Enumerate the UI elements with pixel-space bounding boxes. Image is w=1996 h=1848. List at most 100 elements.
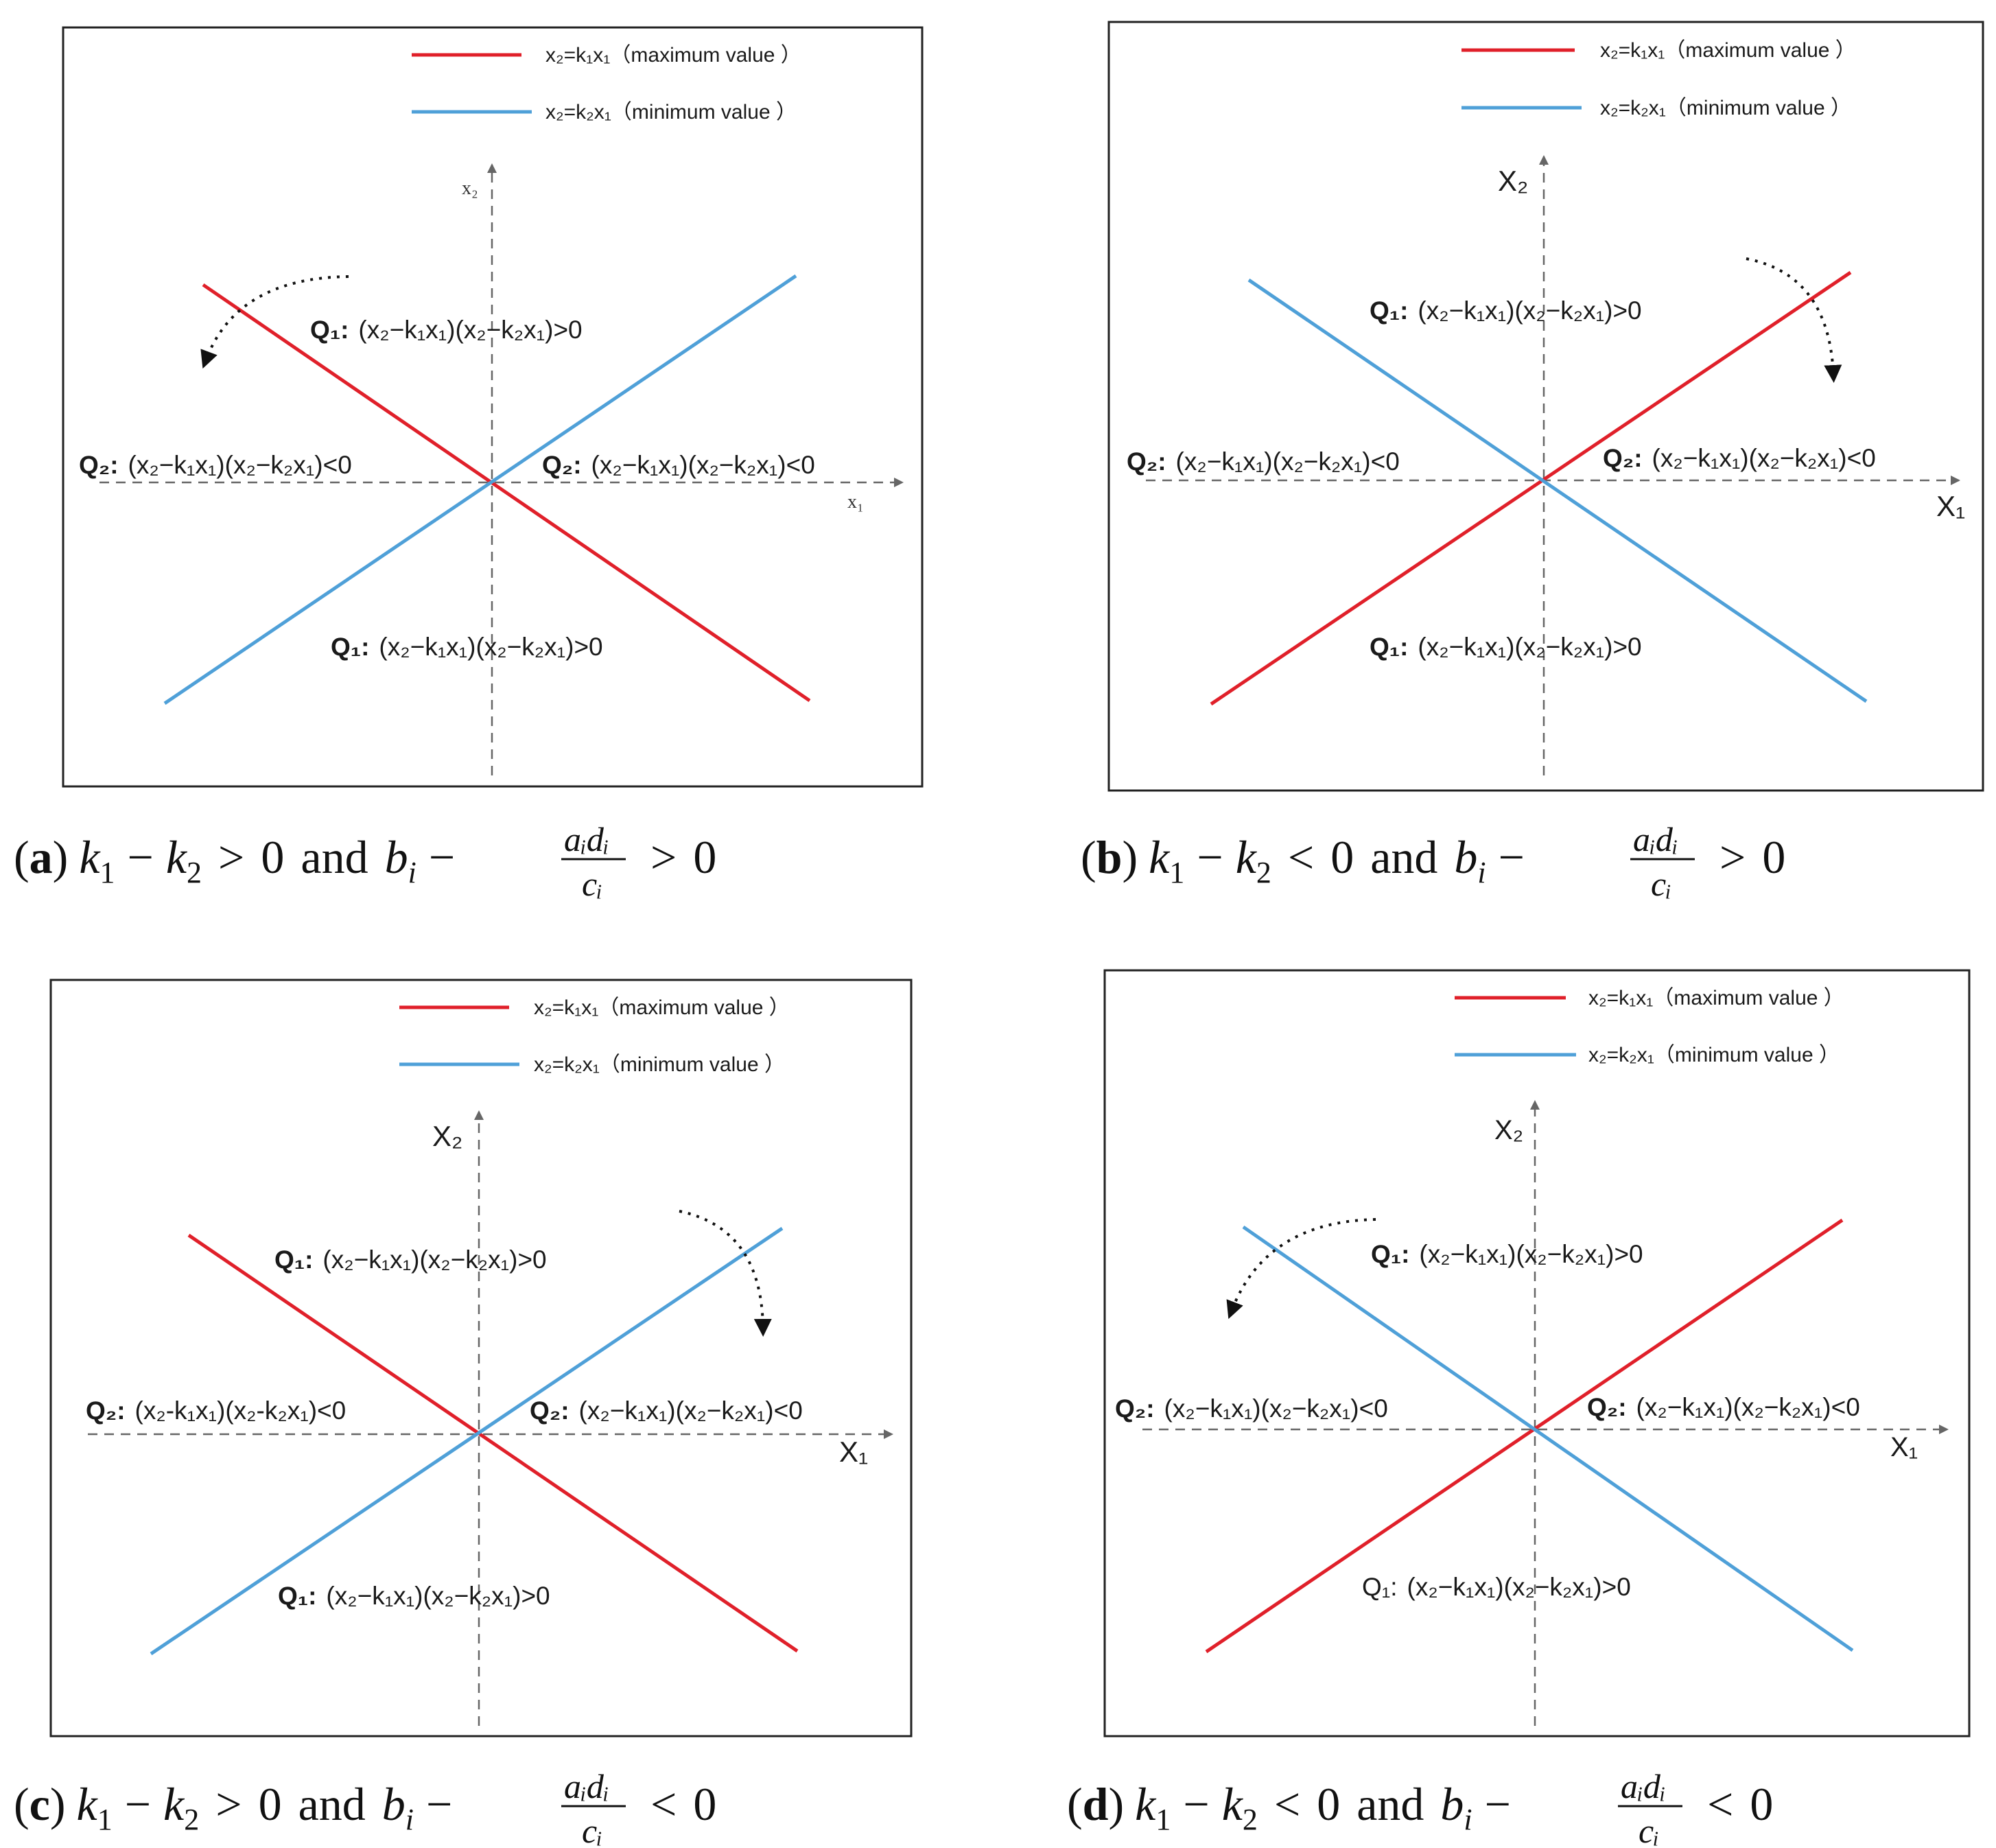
svg-text:Q₂:(x₂−k₁x₁)(x₂−k₂x₁)<0: Q₂: (x₂−k₁x₁)(x₂−k₂x₁)<0 [1603,444,1876,472]
rotation-arrow-cw [679,1210,772,1337]
rotation-arrow-ccw [200,275,349,369]
svg-text:Q₁:(x₂−k₁x₁)(x₂−k₂x₁)>0: Q₁: (x₂−k₁x₁)(x₂−k₂x₁)>0 [310,316,583,344]
caption-sign: > [650,831,677,883]
q1-label: Q₁: [1370,296,1408,325]
panel-frame [62,26,924,788]
caption-sign: < [650,1778,677,1830]
svg-text:Q₂:(x₂-k₁x₁)(x₂-k₂x₁)<0: Q₂: (x₂-k₁x₁)(x₂-k₂x₁)<0 [86,1396,346,1425]
q2-expression: (x₂−k₁x₁)(x₂−k₂x₁)<0 [128,451,352,479]
max-line [1205,1218,1844,1654]
panel-a: x₂=k₁x₁（maximum value ） x₂=k₂x₁（minimum … [62,26,924,788]
svg-text:Q₁:(x₂−k₁x₁)(x₂−k₂x₁)>0: Q₁: (x₂−k₁x₁)(x₂−k₂x₁)>0 [1371,1240,1643,1268]
q2-expression: (x₂−k₁x₁)(x₂−k₂x₁)<0 [1176,447,1400,476]
q2-expression: (x₂−k₁x₁)(x₂−k₂x₁)<0 [579,1396,803,1425]
min-line [1247,278,1868,703]
q1-expression: (x₂−k₁x₁)(x₂−k₂x₁)>0 [1418,296,1641,325]
y-axis-label: x₂ [462,178,478,199]
q1-expression: (x₂−k₁x₁)(x₂−k₂x₁)>0 [1419,1240,1643,1268]
svg-text:Q₂:(x₂−k₁x₁)(x₂−k₂x₁)<0: Q₂: (x₂−k₁x₁)(x₂−k₂x₁)<0 [1587,1393,1860,1421]
caption-letter: d [1083,1778,1109,1830]
panel-d: x₂=k₁x₁（maximum value ） x₂=k₂x₁（minimum … [1103,969,1971,1738]
x-axis-label: x₁ [847,491,864,513]
fraction-numerator: aᵢdᵢ [564,820,609,858]
q1-label: Q₁: [1370,633,1408,661]
fraction-numerator: aᵢdᵢ [1621,1767,1666,1805]
svg-text:Q₁:(x₂−k₁x₁)(x₂−k₂x₁)>0: Q₁: (x₂−k₁x₁)(x₂−k₂x₁)>0 [1362,1573,1631,1601]
caption-sign: < [1707,1778,1733,1830]
q1-label: Q₁: [331,633,369,661]
legend-min-label: x₂=k₂x₁（minimum value ） [1600,97,1851,119]
svg-text:<0: <0 [650,1778,716,1830]
q1-label: Q₁: [310,316,349,344]
q2-expression: (x₂−k₁x₁)(x₂−k₂x₁)<0 [1636,1393,1860,1421]
max-line [1210,270,1852,706]
caption-letter: c [30,1778,50,1830]
panel-c: x₂=k₁x₁（maximum value ） x₂=k₂x₁（minimum … [49,979,913,1738]
caption-relation: > [215,1778,242,1830]
svg-text:Q₂:(x₂−k₁x₁)(x₂−k₂x₁)<0: Q₂: (x₂−k₁x₁)(x₂−k₂x₁)<0 [1127,447,1400,476]
q1-expression: (x₂−k₁x₁)(x₂−k₂x₁)>0 [322,1245,546,1274]
panel-frame [1103,969,1971,1738]
panel-frame [49,979,913,1738]
min-line [163,274,797,705]
q2-label: Q₂: [86,1396,126,1425]
y-axis-label: X₂ [1494,1115,1523,1145]
svg-text:Q₁:(x₂−k₁x₁)(x₂−k₂x₁)>0: Q₁: (x₂−k₁x₁)(x₂−k₂x₁)>0 [1370,296,1642,325]
panel-b: x₂=k₁x₁（maximum value ） x₂=k₂x₁（minimum … [1107,21,1984,792]
fraction-numerator: aᵢdᵢ [564,1767,609,1805]
caption-relation: < [1274,1778,1300,1830]
q1-expression: (x₂−k₁x₁)(x₂−k₂x₁)>0 [358,316,582,344]
q1-label: Q₁: [274,1245,313,1274]
q2-expression: (x₂−k₁x₁)(x₂−k₂x₁)<0 [1652,444,1876,472]
q1-label: Q₁: [278,1582,316,1610]
q1-expression: (x₂−k₁x₁)(x₂−k₂x₁)>0 [1407,1573,1631,1601]
fraction-denominator: cᵢ [582,1812,602,1848]
caption-b: (b) k1− k2 <0 and bi − aᵢdᵢ cᵢ >0 [1081,820,1785,903]
q2-label: Q₂: [1587,1393,1627,1421]
legend-min-label: x₂=k₂x₁（minimum value ） [545,101,797,124]
rotation-arrow-ccw [1226,1218,1376,1320]
legend-max-label: x₂=k₁x₁（maximum value ） [1588,987,1844,1009]
svg-text:Q₂:(x₂−k₁x₁)(x₂−k₂x₁)<0: Q₂: (x₂−k₁x₁)(x₂−k₂x₁)<0 [542,451,815,479]
caption-c: (c) k1− k2 >0 and bi − aᵢdᵢ cᵢ <0 [14,1767,716,1848]
caption-relation: > [218,831,244,883]
min-line [150,1226,784,1656]
rotation-arrow-cw [1746,257,1842,383]
q1-expression: (x₂−k₁x₁)(x₂−k₂x₁)>0 [326,1582,550,1610]
y-axis-label: X₂ [1498,165,1528,197]
panel-frame [1107,21,1984,792]
fraction-numerator: aᵢdᵢ [1633,820,1678,858]
min-line [1242,1225,1854,1652]
legend-max-label: x₂=k₁x₁（maximum value ） [1600,39,1856,62]
q2-expression: (x₂-k₁x₁)(x₂-k₂x₁)<0 [135,1396,347,1425]
caption-sign: > [1719,831,1746,883]
caption-letter: b [1096,831,1123,883]
caption-letter: a [30,831,53,883]
svg-text:Q₁:(x₂−k₁x₁)(x₂−k₂x₁)>0: Q₁: (x₂−k₁x₁)(x₂−k₂x₁)>0 [274,1245,547,1274]
caption-relation: < [1288,831,1314,883]
svg-text:Q₁:(x₂−k₁x₁)(x₂−k₂x₁)>0: Q₁: (x₂−k₁x₁)(x₂−k₂x₁)>0 [1370,633,1642,661]
q2-label: Q₂: [1603,444,1643,472]
svg-text:Q₁:(x₂−k₁x₁)(x₂−k₂x₁)>0: Q₁: (x₂−k₁x₁)(x₂−k₂x₁)>0 [331,633,603,661]
caption-a: (a) k1− k2 >0 and bi − aᵢdᵢ cᵢ >0 [14,820,716,903]
max-line [187,1233,799,1653]
x-axis-label: X₁ [839,1436,868,1468]
svg-text:>0: >0 [650,831,716,883]
legend-max-label: x₂=k₁x₁（maximum value ） [545,44,801,67]
q2-label: Q₂: [1127,447,1166,476]
legend-min-label: x₂=k₂x₁（minimum value ） [534,1053,785,1076]
svg-text:<0: <0 [1707,1778,1773,1830]
q2-label: Q₂: [79,451,119,479]
q1-expression: (x₂−k₁x₁)(x₂−k₂x₁)>0 [1418,633,1641,661]
fraction-denominator: cᵢ [582,865,602,903]
svg-text:Q₁:(x₂−k₁x₁)(x₂−k₂x₁)>0: Q₁: (x₂−k₁x₁)(x₂−k₂x₁)>0 [278,1582,550,1610]
caption-d: (d) k1− k2 <0 and bi − aᵢdᵢ cᵢ <0 [1067,1767,1773,1848]
q1-label: Q₁: [1362,1573,1398,1601]
q2-label: Q₂: [1115,1394,1155,1423]
fraction-denominator: cᵢ [1651,865,1671,903]
